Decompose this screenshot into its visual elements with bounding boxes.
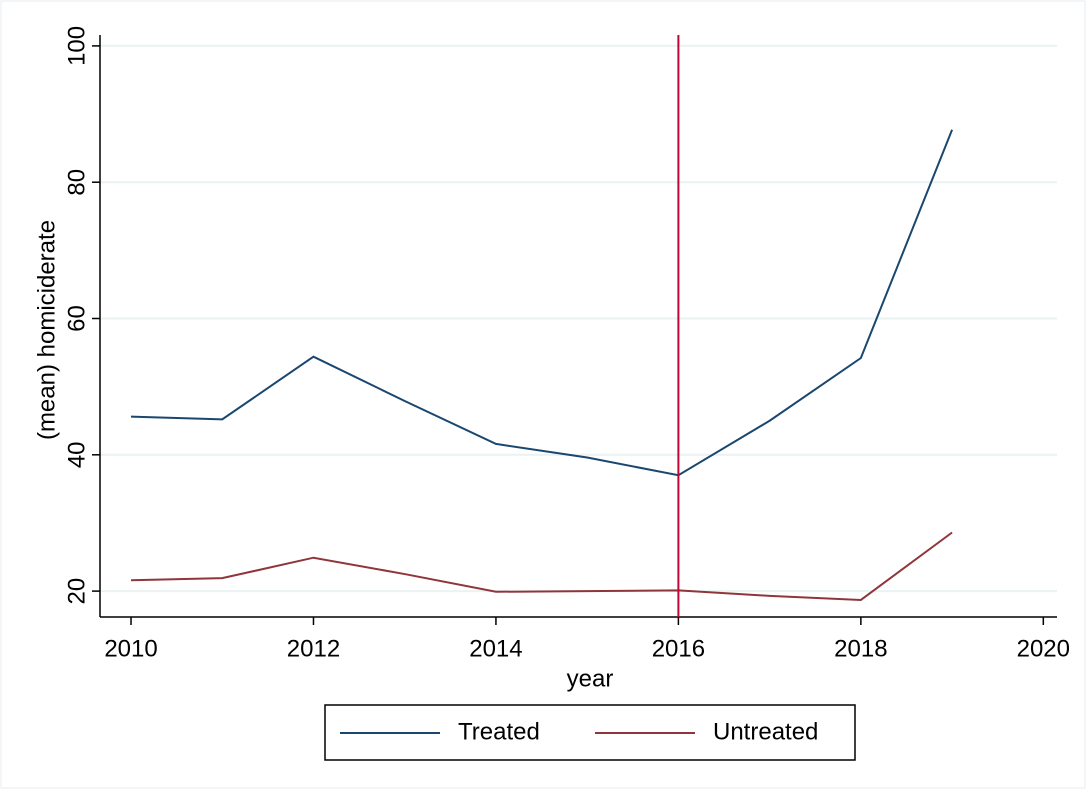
- legend-label: Treated: [458, 718, 540, 745]
- legend-label: Untreated: [713, 718, 818, 745]
- x-tick-label: 2012: [287, 635, 340, 662]
- y-tick-label: 100: [63, 26, 90, 66]
- x-axis-title: year: [567, 665, 614, 692]
- y-tick-label: 60: [63, 305, 90, 332]
- y-tick-label: 80: [63, 169, 90, 196]
- y-axis-title: (mean) homiciderate: [33, 220, 60, 440]
- x-tick-label: 2016: [652, 635, 705, 662]
- y-tick-label: 40: [63, 441, 90, 468]
- series-line: [130, 129, 954, 477]
- x-tick-label: 2010: [104, 635, 157, 662]
- series-line: [130, 531, 953, 601]
- x-tick-label: 2014: [469, 635, 522, 662]
- x-tick-label: 2018: [834, 635, 887, 662]
- x-tick-label: 2020: [1017, 635, 1070, 662]
- y-tick-label: 20: [63, 578, 90, 605]
